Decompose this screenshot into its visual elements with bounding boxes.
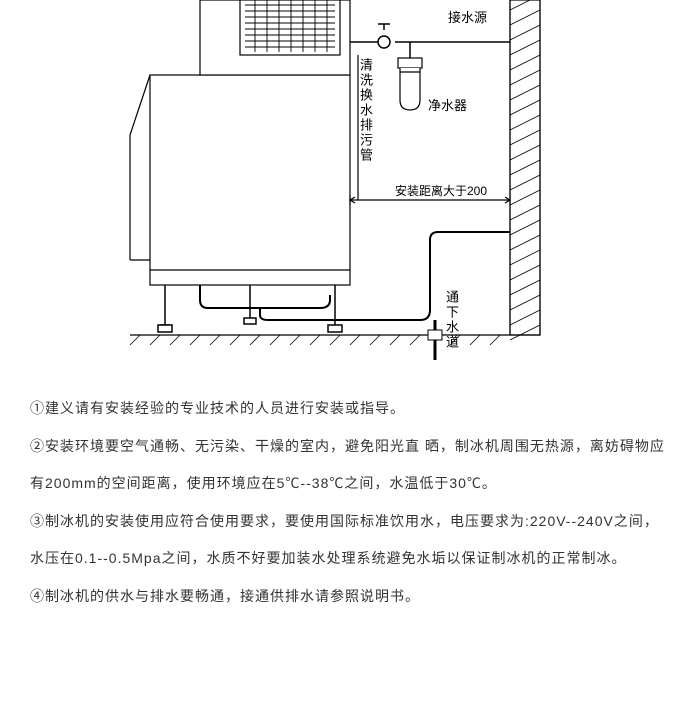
paragraph-1: ①建义请有安装经验的专业技术的人员进行安装或指导。 xyxy=(30,390,670,426)
label-sewer: 通下水道 xyxy=(442,290,460,350)
instructions-text: ①建义请有安装经验的专业技术的人员进行安装或指导。 ②安装环境要空气通畅、无污染… xyxy=(30,390,670,616)
floor xyxy=(130,335,540,345)
label-water-source: 接水源 xyxy=(448,10,487,25)
water-inlet-pipe xyxy=(350,24,510,60)
label-install-distance: 安装距离大于200 xyxy=(395,183,487,198)
water-purifier xyxy=(398,58,422,110)
label-drain-pipe: 清洗换水排污管 xyxy=(356,58,374,163)
inlet-valve xyxy=(378,24,390,48)
label-water-purifier: 净水器 xyxy=(428,98,467,113)
ice-maker-body xyxy=(130,0,350,332)
installation-diagram: 接水源 净水器 清洗换水排污管 安装距离大于200 通下水道 xyxy=(0,0,700,370)
paragraph-4: ④制冰机的供水与排水要畅通，接通供排水请参照说明书。 xyxy=(30,578,670,614)
paragraph-2: ②安装环境要空气通畅、无污染、干燥的室内，避免阳光直 晒，制冰机周围无热源，离妨… xyxy=(30,428,670,501)
wall xyxy=(510,0,540,340)
paragraph-3: ③制冰机的安装使用应符合使用要求，要使用国际标准饮用水，电压要求为:220V--… xyxy=(30,503,670,576)
